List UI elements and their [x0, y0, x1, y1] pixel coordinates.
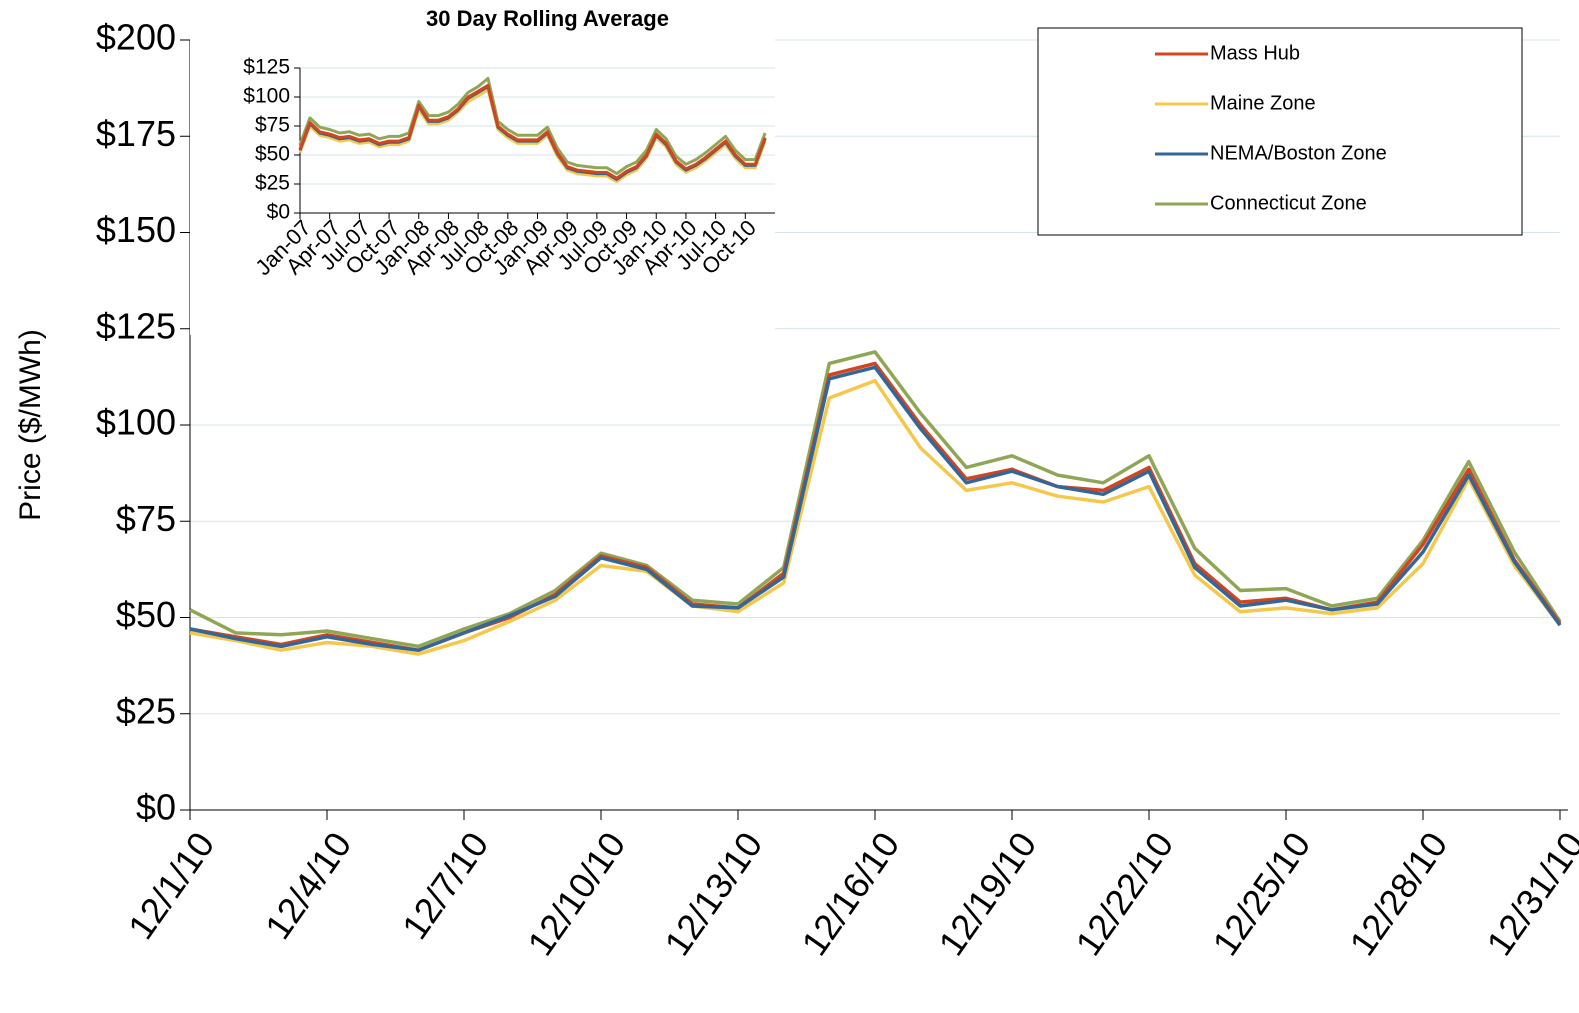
x-tick-label: 12/22/10 [1067, 825, 1181, 963]
x-tick-label: 12/19/10 [930, 825, 1044, 963]
y-tick-label: $50 [116, 594, 176, 635]
inset-background [190, 0, 775, 335]
y-tick-label: $150 [96, 209, 176, 250]
y-tick-label: $75 [116, 498, 176, 539]
legend-label: Mass Hub [1210, 42, 1300, 64]
x-tick-label: 12/7/10 [394, 825, 496, 947]
series-line [298, 83, 767, 180]
y-tick-label: $175 [96, 113, 176, 154]
y-tick-label: $100 [243, 85, 290, 108]
y-tick-label: $25 [255, 172, 290, 195]
x-tick-label: 12/1/10 [120, 825, 222, 947]
series-line [298, 88, 767, 184]
x-tick-label: 12/28/10 [1341, 825, 1455, 963]
legend-label: Connecticut Zone [1210, 192, 1367, 214]
y-tick-label: $0 [136, 787, 176, 828]
y-tick-label: $125 [96, 305, 176, 346]
legend-label: Maine Zone [1210, 92, 1316, 114]
y-tick-label: $50 [255, 143, 290, 166]
legend-box [1037, 27, 1523, 236]
x-tick-label: 12/31/10 [1478, 825, 1579, 963]
y-axis-label: Price ($/MWh) [14, 329, 47, 521]
x-tick-label: 12/25/10 [1204, 825, 1318, 963]
legend-label: NEMA/Boston Zone [1210, 142, 1387, 164]
x-tick-label: 12/13/10 [656, 825, 770, 963]
y-tick-label: $125 [243, 56, 290, 79]
y-tick-label: $75 [255, 114, 290, 137]
y-tick-label: $200 [96, 17, 176, 58]
y-tick-label: $0 [267, 201, 290, 224]
series-line [189, 378, 1562, 656]
y-tick-label: $100 [96, 402, 176, 443]
x-tick-label: 12/4/10 [257, 825, 359, 947]
y-tick-label: $25 [116, 690, 176, 731]
chart-title: 30 Day Rolling Average [426, 6, 669, 31]
series-line [189, 365, 1562, 652]
series-line [189, 350, 1562, 649]
x-tick-label: 12/10/10 [519, 825, 633, 963]
x-tick-label: 12/16/10 [793, 825, 907, 963]
series-line [298, 76, 767, 176]
